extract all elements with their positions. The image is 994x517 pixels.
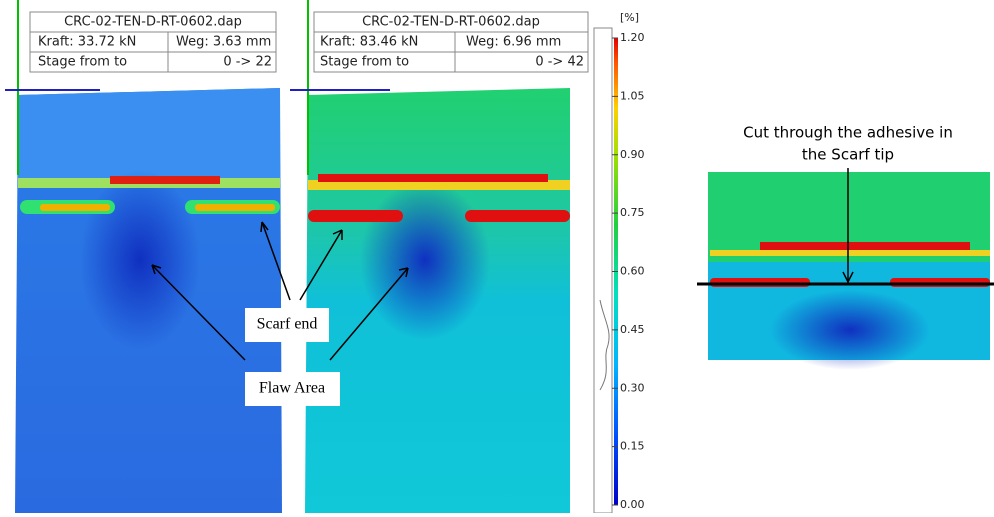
axis-markers [5,0,390,175]
info-box-left: CRC-02-TEN-D-RT-0602.dap Kraft: 33.72 kN… [29,11,277,73]
arrows [151,221,409,361]
strain-field-left [15,88,282,513]
displacement: Weg: 6.96 mm [466,35,561,50]
cut-caption: Cut through the adhesive in [743,124,953,142]
stage-label: Stage from to [38,55,127,70]
colorbar-tick-label: 0.75 [620,206,645,219]
colorbar-tick-label: 0.90 [620,148,645,161]
colorbar-tick-label: 1.20 [620,31,645,44]
info-box-middle: CRC-02-TEN-D-RT-0602.dap Kraft: 83.46 kN… [313,11,589,73]
strain-field-middle [305,88,570,513]
force: Kraft: 83.46 kN [320,35,418,50]
cut-caption: the Scarf tip [802,146,894,164]
stage-value: 0 -> 42 [535,55,584,70]
stage-value: 0 -> 22 [223,55,272,70]
flaw-area-label: Flaw Area [259,380,325,397]
force: Kraft: 33.72 kN [38,35,136,50]
stage-label: Stage from to [320,55,409,70]
colorbar-tick-label: 0.45 [620,323,645,336]
colorbar-tick-label: 0.30 [620,381,645,394]
label-box [245,372,340,406]
scarf-end-label: Scarf end [257,316,318,333]
colorbar-tick-label: 0.15 [620,440,645,453]
colorbar-tick-label: 0.00 [620,498,645,511]
file-name: CRC-02-TEN-D-RT-0602.dap [64,15,242,30]
label-box [245,308,329,342]
colorbar-tick-label: 1.05 [620,89,645,102]
colorbar-tick-label: 0.60 [620,265,645,278]
colorbar: [%] 1.20 1.05 0.90 0.75 0.60 0.45 0.30 0.15 0.00 [593,11,645,514]
detail-image [697,168,994,370]
displacement: Weg: 3.63 mm [176,35,271,50]
file-name: CRC-02-TEN-D-RT-0602.dap [362,15,540,30]
colorbar-unit: [%] [620,11,639,24]
